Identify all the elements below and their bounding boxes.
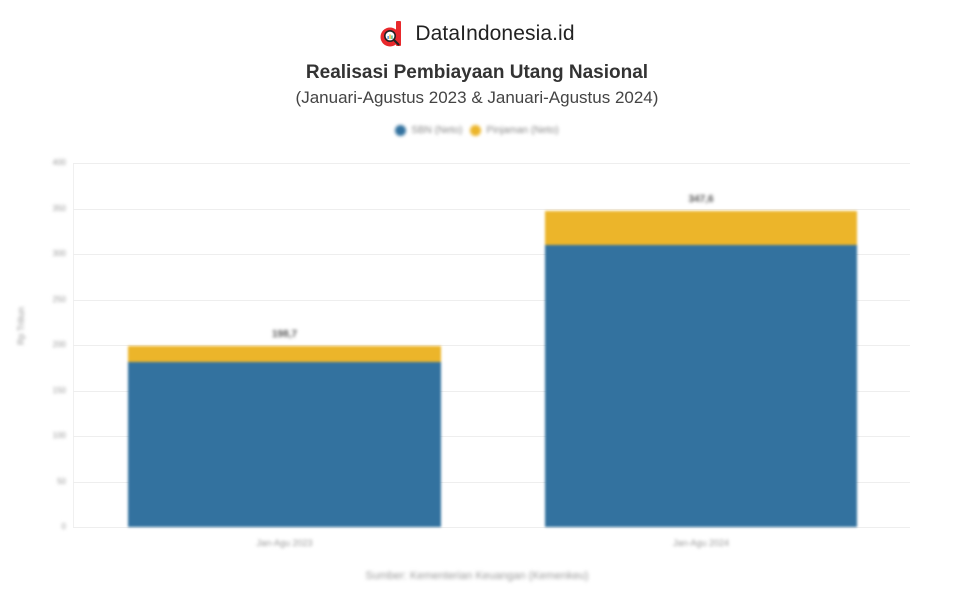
- legend-dot-sbn-icon: [395, 125, 407, 136]
- bar-segment-sbn[interactable]: [545, 245, 857, 527]
- chart-subtitle: (Januari-Agustus 2023 & Januari-Agustus …: [295, 88, 659, 107]
- gridline: [73, 527, 910, 528]
- legend-item-pinjaman[interactable]: Pinjaman (Neto): [470, 125, 559, 136]
- legend-label-sbn: SBN (Neto): [411, 125, 463, 136]
- brand-header: DataIndonesia.id: [0, 20, 954, 48]
- y-tick: 350: [52, 204, 66, 213]
- y-axis-label: Rp Triliun: [16, 306, 26, 345]
- gridline: [73, 482, 910, 483]
- brand-name: DataIndonesia.id: [415, 22, 575, 45]
- gridline: [73, 391, 910, 392]
- legend-label-pinjaman: Pinjaman (Neto): [486, 125, 559, 136]
- y-tick: 0: [61, 522, 66, 531]
- bar-segment-pinjaman[interactable]: [545, 210, 857, 246]
- y-tick: 300: [52, 249, 66, 258]
- y-tick: 200: [52, 340, 66, 349]
- gridline: [73, 300, 910, 301]
- y-tick: 150: [52, 386, 66, 395]
- y-tick: 50: [57, 477, 66, 486]
- bar-segment-sbn[interactable]: [128, 361, 441, 527]
- y-tick: 400: [52, 158, 66, 167]
- chart-title: Realisasi Pembiayaan Utang Nasional: [305, 62, 649, 83]
- legend-item-sbn[interactable]: SBN (Neto): [395, 125, 462, 136]
- gridline: [73, 345, 910, 346]
- source-note: Sumber: Kementerian Keuangan (Kemenkeu): [365, 570, 589, 582]
- plot-area: [73, 163, 910, 528]
- bar-segment-pinjaman[interactable]: [128, 346, 441, 362]
- legend-dot-pinjaman-icon: [470, 125, 482, 136]
- bar-2024[interactable]: [545, 210, 857, 527]
- y-tick: 100: [52, 431, 66, 440]
- dataindonesia-logo-icon: [379, 20, 405, 48]
- x-tick-2024: Jan-Agu 2024: [672, 538, 730, 548]
- bar-2023[interactable]: [128, 346, 441, 527]
- chart-legend: SBN (Neto) Pinjaman (Neto): [0, 125, 954, 136]
- bar-total-label: 198,7: [271, 329, 298, 341]
- y-tick: 250: [52, 295, 66, 304]
- x-tick-2023: Jan-Agu 2023: [256, 538, 313, 548]
- gridline: [73, 209, 910, 210]
- gridline: [73, 163, 910, 164]
- bar-total-label: 347,6: [688, 193, 714, 205]
- gridline: [73, 254, 910, 255]
- gridline: [73, 436, 910, 437]
